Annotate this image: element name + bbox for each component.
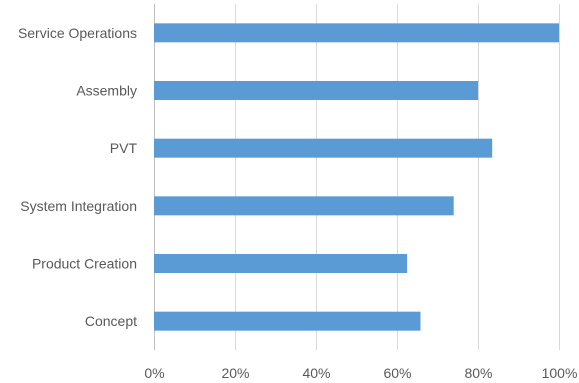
bar <box>154 23 559 43</box>
category-labels: Service Operations Assembly PVT System Inte… <box>18 25 138 329</box>
x-tick-label: 80% <box>464 365 492 381</box>
x-axis-tick-labels: 0% 20% 40% 60% 80% 100% <box>144 365 577 381</box>
bar <box>154 311 421 331</box>
bar <box>154 81 478 100</box>
bars <box>154 23 559 331</box>
category-label: Assembly <box>76 83 137 99</box>
bar <box>154 138 493 158</box>
category-label: System Integration <box>20 198 137 214</box>
category-label: Product Creation <box>32 256 137 272</box>
x-tick-label: 60% <box>383 365 411 381</box>
category-label: PVT <box>110 140 138 156</box>
gridlines <box>154 4 560 350</box>
x-tick-label: 20% <box>221 365 249 381</box>
x-tick-label: 40% <box>302 365 330 381</box>
category-label: Service Operations <box>18 25 137 41</box>
x-tick-label: 100% <box>542 365 578 381</box>
bar <box>154 196 454 216</box>
x-tick-label: 0% <box>144 365 164 381</box>
bar <box>154 254 408 273</box>
category-label: Concept <box>85 313 137 329</box>
